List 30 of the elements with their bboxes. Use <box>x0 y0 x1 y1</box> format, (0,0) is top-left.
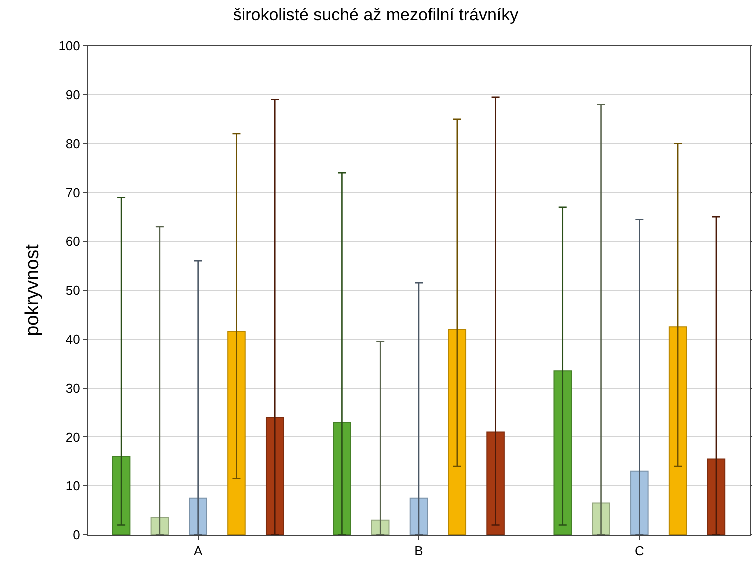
bar <box>630 470 649 535</box>
bar <box>333 422 352 535</box>
x-tick-label: B <box>414 544 424 559</box>
bar <box>189 498 208 535</box>
bar <box>668 326 688 535</box>
bar <box>707 458 726 535</box>
bar <box>410 498 428 535</box>
bar <box>554 370 572 535</box>
y-tick-label: 10 <box>66 478 80 494</box>
bar <box>112 456 131 535</box>
bar <box>150 517 170 535</box>
bar <box>228 332 246 535</box>
chart-title: širokolisté suché až mezofilní trávníky <box>233 5 520 24</box>
y-tick-label: 80 <box>66 136 80 152</box>
y-tick-label: 30 <box>66 380 80 396</box>
y-axis-title: pokryvnost <box>22 244 44 336</box>
y-tick-label: 0 <box>73 528 80 543</box>
y-tick-label: 60 <box>66 234 80 250</box>
y-tick-label: 40 <box>66 332 80 347</box>
y-tick-label: 100 <box>58 38 80 54</box>
bar <box>448 329 467 535</box>
y-tick-label: 50 <box>66 283 80 298</box>
bar <box>592 502 610 535</box>
y-tick-label: 90 <box>66 87 80 102</box>
bar <box>266 417 284 535</box>
y-tick-label: 70 <box>66 185 80 200</box>
bar <box>486 432 505 535</box>
x-tick-label: A <box>194 544 203 559</box>
y-tick-label: 20 <box>66 430 80 445</box>
x-tick-label: C <box>634 544 644 559</box>
